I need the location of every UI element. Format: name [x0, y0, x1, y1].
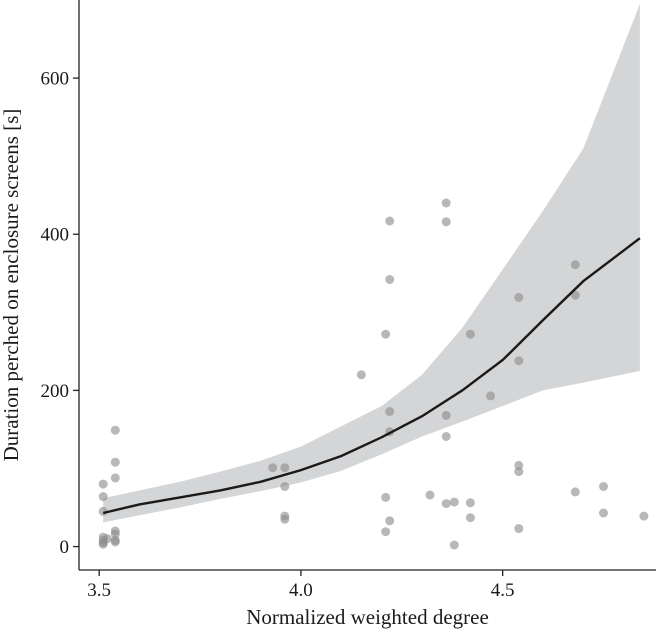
y-tick-label: 0 — [60, 537, 70, 558]
y-axis-title: Duration perched on enclosure screens [s… — [0, 109, 23, 462]
data-point-34 — [441, 432, 451, 441]
data-point-24 — [381, 527, 391, 537]
data-point-15 — [110, 537, 120, 547]
data-point-39 — [465, 498, 475, 508]
data-point-36 — [449, 497, 459, 507]
data-point-29 — [385, 516, 395, 526]
confidence-ribbon — [103, 3, 640, 523]
y-tick-label: 200 — [41, 381, 70, 402]
x-tick-label: 4.0 — [289, 580, 313, 601]
data-point-11 — [110, 473, 120, 483]
data-point-1 — [98, 479, 108, 489]
fit-line — [102, 237, 641, 515]
data-point-40 — [465, 513, 475, 523]
x-axis-title: Normalized weighted degree — [246, 605, 489, 629]
data-point-46 — [514, 524, 524, 534]
data-point-20 — [280, 514, 290, 524]
data-point-26 — [385, 275, 395, 284]
x-tick-label: 3.5 — [87, 580, 111, 601]
data-point-18 — [280, 482, 290, 491]
data-point-49 — [570, 487, 580, 497]
data-point-51 — [599, 508, 608, 518]
data-point-31 — [441, 198, 451, 208]
data-point-33 — [441, 410, 451, 420]
data-point-44 — [514, 460, 524, 470]
data-point-43 — [514, 356, 524, 366]
data-point-32 — [441, 217, 451, 227]
y-tick-label: 600 — [41, 69, 70, 90]
data-point-50 — [599, 482, 608, 491]
data-point-2 — [98, 492, 108, 502]
data-point-10 — [110, 457, 120, 467]
data-point-16 — [268, 463, 278, 473]
y-axis-ticks: 0 200 400 600 — [41, 69, 79, 558]
data-point-13 — [110, 529, 120, 539]
data-point-41 — [486, 391, 496, 401]
chart-plot-area — [98, 3, 649, 550]
y-tick-label: 400 — [41, 225, 70, 246]
data-point-8 — [102, 534, 112, 544]
x-axis-ticks: 3.5 4.0 4.5 — [87, 570, 515, 601]
data-point-27 — [385, 407, 395, 416]
data-point-21 — [356, 370, 366, 380]
x-tick-label: 4.5 — [491, 580, 515, 601]
data-point-45 — [514, 467, 524, 477]
data-point-22 — [381, 329, 391, 339]
data-point-25 — [385, 216, 395, 226]
data-point-35 — [441, 499, 451, 509]
data-point-37 — [449, 540, 459, 550]
data-point-42 — [514, 293, 524, 302]
data-point-23 — [381, 492, 391, 502]
data-points — [98, 198, 649, 550]
data-point-47 — [570, 260, 580, 270]
data-point-17 — [280, 463, 290, 473]
data-point-48 — [570, 290, 580, 300]
data-point-9 — [110, 425, 120, 435]
data-point-30 — [425, 490, 435, 500]
data-point-38 — [465, 329, 475, 339]
data-point-52 — [639, 511, 649, 521]
